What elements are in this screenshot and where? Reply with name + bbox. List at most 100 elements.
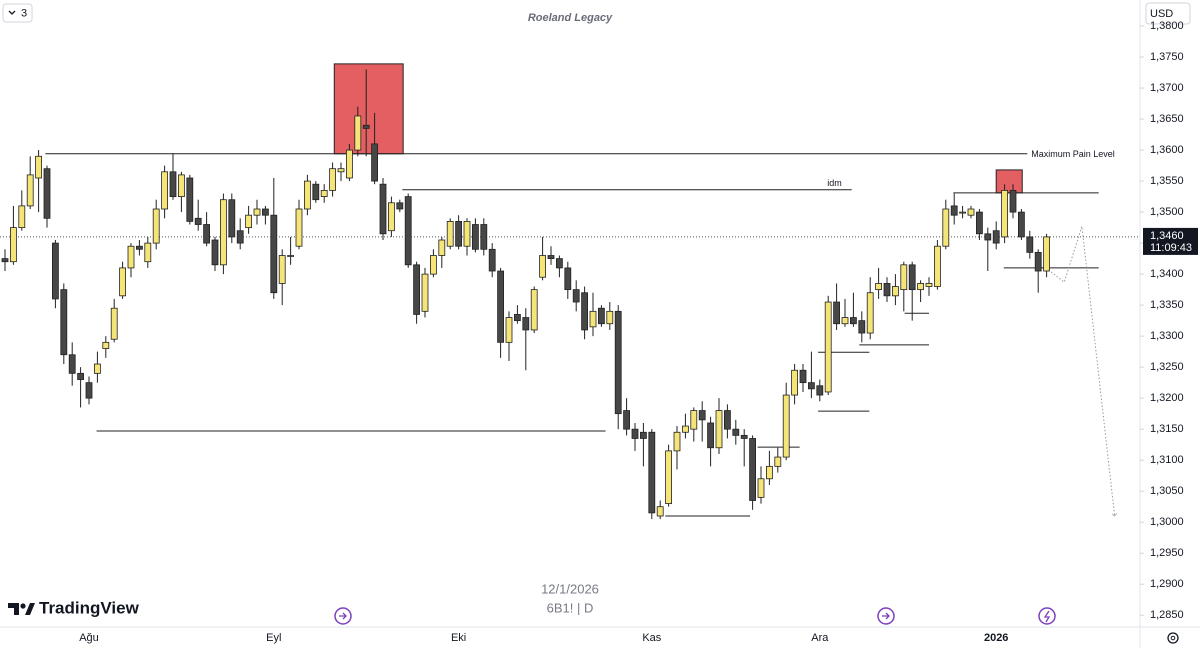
candle-body (320, 189, 328, 197)
candle-body (606, 310, 614, 325)
y-tick-label: 1,3500 (1150, 206, 1184, 218)
candle-body (682, 425, 689, 433)
candle-body (950, 205, 958, 216)
candle-body (77, 372, 84, 380)
candle-body (60, 289, 68, 356)
chart-title: Roeland Legacy (528, 12, 613, 24)
zone (333, 63, 404, 155)
candle-body (640, 431, 647, 439)
candle-body (799, 369, 807, 384)
candle-body (749, 438, 756, 501)
y-tick-label: 1,3050 (1150, 485, 1184, 497)
candle-body (295, 208, 303, 247)
candle-body (740, 434, 748, 439)
candle-body (698, 410, 706, 421)
y-tick-label: 1,3750 (1150, 51, 1184, 63)
candle-body (169, 171, 177, 197)
candle-body (354, 115, 362, 151)
candle-body (429, 255, 437, 275)
candle-body (471, 224, 479, 250)
candle-body (186, 177, 194, 222)
candle-body (992, 230, 1000, 244)
candle-body (110, 307, 118, 340)
zone (995, 169, 1023, 194)
candle-body (766, 465, 773, 480)
candle-body (1001, 189, 1008, 238)
candle-body (875, 283, 882, 291)
candle-body (791, 369, 798, 396)
candle-body (236, 230, 244, 244)
x-tick-label: Kas (642, 632, 661, 644)
candle-body (866, 292, 874, 334)
currency-button[interactable]: USD (1145, 2, 1191, 25)
candle-body (850, 317, 857, 325)
candle-body (194, 217, 202, 225)
candle-body (572, 289, 580, 303)
candle-body (900, 264, 908, 291)
candle-body (446, 221, 454, 247)
watermark-date: 12/1/2026 (541, 581, 599, 596)
candle-body (9, 227, 17, 263)
candle-body (598, 307, 605, 325)
candle-body (564, 267, 572, 291)
x-tick-label: Ağu (79, 632, 99, 644)
candle-body (488, 248, 496, 272)
candle-body (404, 196, 412, 266)
x-tick-label: Eki (451, 632, 466, 644)
candle-body (455, 221, 463, 247)
candle-body (589, 310, 597, 328)
candle-body (808, 382, 815, 390)
candle-body (26, 174, 34, 207)
candle-body (942, 208, 950, 247)
level-label: idm (827, 178, 842, 188)
event-icon[interactable] (1038, 607, 1056, 625)
plot-area: Maximum Pain Level idm (0, 63, 1140, 520)
candle-body (497, 270, 505, 343)
candle-body (228, 199, 236, 238)
candle-body (421, 273, 429, 312)
candle-body (715, 410, 723, 449)
candle-body (1018, 211, 1025, 238)
x-tick-label: Ara (811, 632, 829, 644)
y-tick-label: 1,2850 (1150, 609, 1184, 621)
candle-body (673, 431, 681, 452)
candle-body (917, 283, 924, 291)
y-tick-label: 1,3400 (1150, 268, 1184, 280)
countdown: 11:09:43 (1150, 242, 1192, 254)
candle-body (539, 255, 546, 278)
candle-body (614, 310, 622, 415)
candle-body (631, 428, 639, 439)
level-label: Maximum Pain Level (1031, 149, 1115, 159)
candle-body (18, 205, 26, 229)
candle-body (623, 410, 630, 430)
candle-body (329, 168, 337, 191)
interval-button[interactable]: 3 (2, 3, 33, 23)
candle-body (892, 286, 899, 297)
event-icon[interactable] (334, 607, 352, 625)
candle-body (312, 183, 320, 201)
candle-body (287, 255, 295, 257)
candle-body (35, 155, 42, 179)
candle-body (362, 124, 370, 129)
y-tick-label: 1,3700 (1150, 82, 1184, 94)
y-tick-label: 1,3550 (1150, 175, 1184, 187)
candle-body (556, 258, 563, 269)
y-tick-label: 1,3100 (1150, 454, 1184, 466)
candle-body (43, 168, 51, 219)
candle-body (925, 283, 933, 287)
candle-body (245, 214, 253, 229)
candle-body (371, 143, 379, 182)
settings-icon[interactable] (1167, 632, 1179, 644)
y-tick-label: 1,3650 (1150, 113, 1184, 125)
candle-body (144, 242, 152, 263)
event-icon[interactable] (877, 607, 895, 625)
candle-body (387, 202, 395, 232)
candle-body (135, 245, 143, 250)
y-tick-label: 1,3250 (1150, 361, 1184, 373)
candle-body (665, 450, 672, 504)
candle-body (858, 320, 866, 334)
interval-label: 3 (21, 7, 27, 19)
candle-body (530, 289, 538, 331)
